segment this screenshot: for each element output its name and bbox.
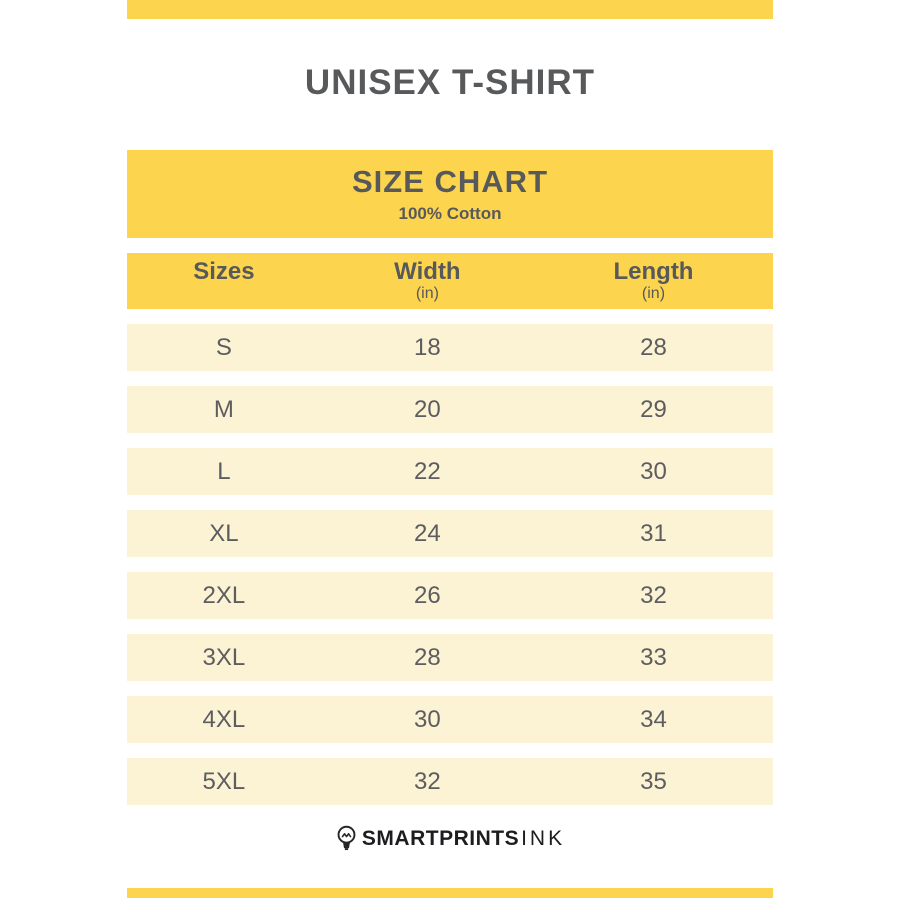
brand-footer: SMARTPRINTS INK	[0, 821, 900, 857]
table-header-row: Sizes Width (in) Length (in)	[127, 253, 773, 309]
page-title: UNISEX T-SHIRT	[304, 63, 596, 102]
size-table-row: S 18 28	[127, 324, 773, 371]
size-chart-banner: SIZE CHART 100% Cotton	[127, 150, 773, 238]
width-cell: 18	[414, 333, 441, 361]
width-cell: 22	[414, 457, 441, 485]
size-table-body: S 18 28 M 20 29 L 22 30 XL 24 31 2XL 26 …	[127, 324, 773, 805]
size-table-row: 4XL 30 34	[127, 696, 773, 743]
column-label: Length	[613, 258, 694, 285]
size-table-row: XL 24 31	[127, 510, 773, 557]
length-cell: 33	[640, 643, 667, 671]
brand-name-primary: SMARTPRINTS	[361, 827, 520, 850]
size-cell: 3XL	[202, 643, 246, 671]
bottom-accent-bar	[127, 888, 773, 898]
length-cell: 31	[640, 519, 667, 547]
length-cell: 28	[640, 333, 667, 361]
column-header-length: Length (in)	[534, 253, 773, 309]
column-header-sizes: Sizes	[127, 253, 321, 309]
length-cell: 30	[640, 457, 667, 485]
column-unit: (in)	[641, 285, 666, 302]
column-header-width: Width (in)	[321, 253, 534, 309]
length-cell: 34	[640, 705, 667, 733]
width-cell: 32	[414, 767, 441, 795]
length-cell: 29	[640, 395, 667, 423]
size-table-row: 2XL 26 32	[127, 572, 773, 619]
size-chart-subtitle: 100% Cotton	[398, 204, 502, 223]
size-chart-title: SIZE CHART	[352, 164, 548, 199]
size-cell: XL	[209, 519, 239, 547]
size-table-row: 5XL 32 35	[127, 758, 773, 805]
column-label: Sizes	[193, 258, 255, 285]
size-cell: 2XL	[202, 581, 246, 609]
size-table-row: L 22 30	[127, 448, 773, 495]
width-cell: 20	[414, 395, 441, 423]
lightbulb-icon	[337, 825, 356, 850]
column-unit: (in)	[415, 285, 439, 302]
size-cell: 5XL	[202, 767, 246, 795]
length-cell: 32	[640, 581, 667, 609]
width-cell: 28	[414, 643, 441, 671]
column-label: Width	[394, 258, 461, 285]
top-accent-bar	[127, 0, 773, 19]
size-cell: L	[217, 457, 231, 485]
size-table-row: 3XL 28 33	[127, 634, 773, 681]
size-table-row: M 20 29	[127, 386, 773, 433]
brand-name-secondary: INK	[521, 827, 566, 850]
width-cell: 24	[414, 519, 441, 547]
width-cell: 30	[414, 705, 441, 733]
width-cell: 26	[414, 581, 441, 609]
size-cell: S	[215, 333, 232, 361]
length-cell: 35	[640, 767, 667, 795]
size-cell: 4XL	[202, 705, 246, 733]
size-cell: M	[213, 395, 234, 423]
